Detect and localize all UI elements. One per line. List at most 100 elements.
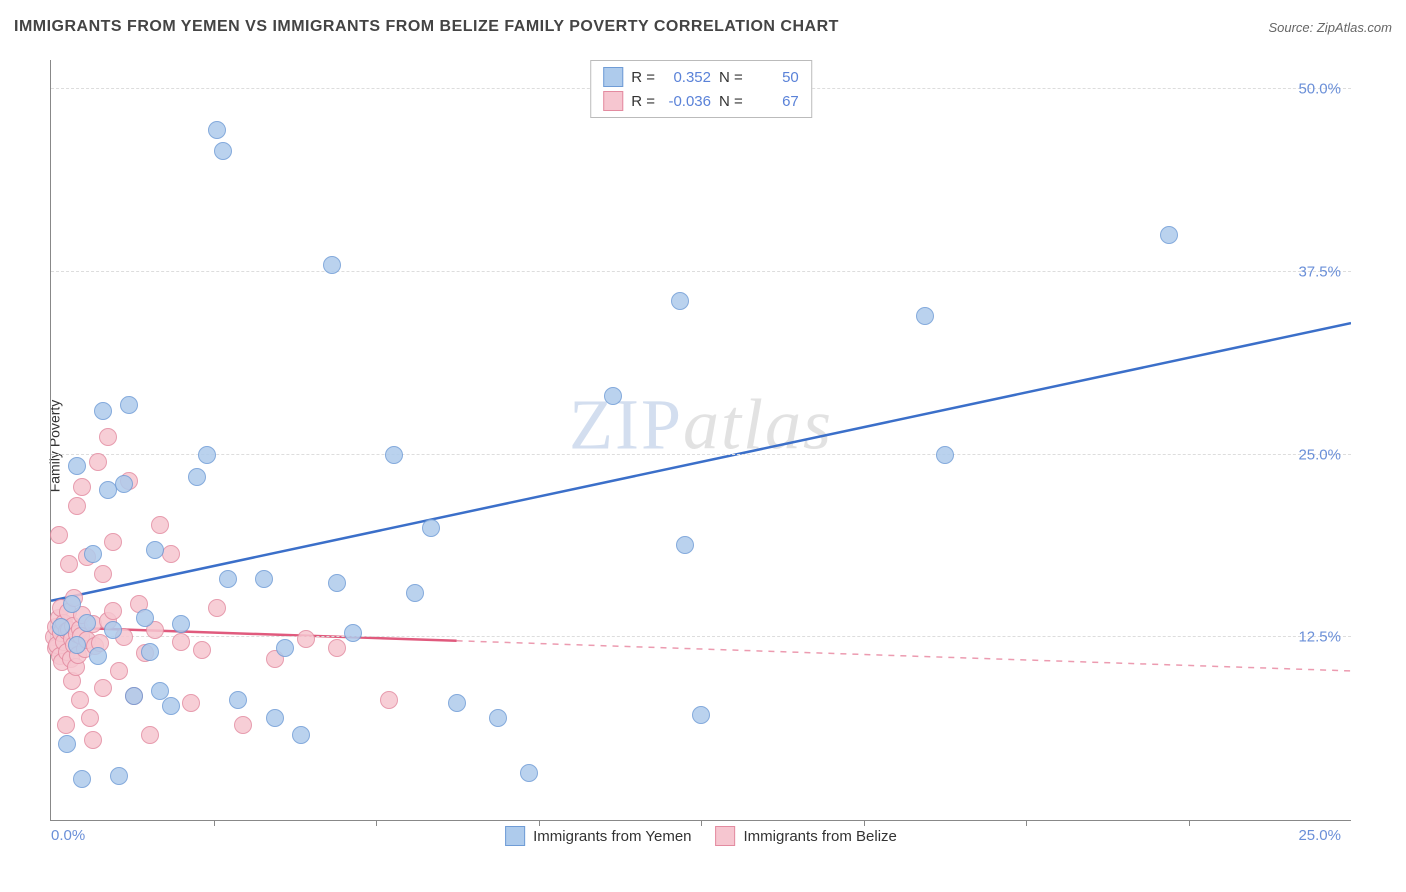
data-point bbox=[69, 646, 87, 664]
data-point bbox=[151, 516, 169, 534]
legend-label-belize: Immigrants from Belize bbox=[744, 828, 897, 845]
data-point bbox=[89, 647, 107, 665]
watermark: ZIPatlas bbox=[569, 383, 833, 466]
data-point bbox=[172, 615, 190, 633]
data-point bbox=[63, 672, 81, 690]
data-point bbox=[68, 497, 86, 515]
x-tick bbox=[864, 820, 865, 826]
data-point bbox=[276, 639, 294, 657]
data-point bbox=[292, 726, 310, 744]
data-point bbox=[115, 475, 133, 493]
legend-item-belize: Immigrants from Belize bbox=[716, 826, 897, 846]
data-point bbox=[76, 640, 94, 658]
data-point bbox=[130, 595, 148, 613]
data-point bbox=[47, 639, 65, 657]
data-point bbox=[162, 545, 180, 563]
data-point bbox=[422, 519, 440, 537]
data-point bbox=[94, 679, 112, 697]
data-point bbox=[141, 726, 159, 744]
legend-row-yemen: R = 0.352 N = 50 bbox=[603, 65, 799, 89]
title-bar: IMMIGRANTS FROM YEMEN VS IMMIGRANTS FROM… bbox=[14, 18, 1392, 36]
data-point bbox=[73, 770, 91, 788]
data-point bbox=[125, 687, 143, 705]
data-point bbox=[50, 526, 68, 544]
x-tick bbox=[539, 820, 540, 826]
r-label: R = bbox=[631, 69, 655, 86]
data-point bbox=[59, 603, 77, 621]
x-tick-min: 0.0% bbox=[51, 827, 85, 844]
data-point bbox=[48, 636, 66, 654]
data-point bbox=[73, 606, 91, 624]
n-value-yemen: 50 bbox=[751, 69, 799, 86]
data-point bbox=[146, 621, 164, 639]
data-point bbox=[67, 658, 85, 676]
data-point bbox=[58, 735, 76, 753]
gridline bbox=[51, 271, 1351, 272]
watermark-zip: ZIP bbox=[569, 384, 683, 464]
data-point bbox=[219, 570, 237, 588]
data-point bbox=[229, 691, 247, 709]
data-point bbox=[266, 709, 284, 727]
x-tick bbox=[1189, 820, 1190, 826]
data-point bbox=[60, 555, 78, 573]
gridline bbox=[51, 454, 1351, 455]
data-point bbox=[671, 292, 689, 310]
data-point bbox=[162, 697, 180, 715]
legend-swatch-yemen bbox=[603, 67, 623, 87]
data-point bbox=[64, 617, 82, 635]
y-tick-label: 50.0% bbox=[1298, 81, 1341, 98]
data-point bbox=[120, 472, 138, 490]
data-point bbox=[344, 624, 362, 642]
data-point bbox=[255, 570, 273, 588]
data-point bbox=[71, 620, 89, 638]
data-point bbox=[58, 643, 76, 661]
data-point bbox=[68, 625, 86, 643]
data-point bbox=[136, 644, 154, 662]
scatter-plot-area: ZIPatlas R = 0.352 N = 50 R = -0.036 N =… bbox=[50, 60, 1351, 821]
data-point bbox=[323, 256, 341, 274]
data-point bbox=[50, 609, 68, 627]
data-point bbox=[91, 634, 109, 652]
data-point bbox=[448, 694, 466, 712]
x-tick bbox=[376, 820, 377, 826]
data-point bbox=[328, 639, 346, 657]
data-point bbox=[51, 647, 69, 665]
data-point bbox=[52, 624, 70, 642]
data-point bbox=[55, 633, 73, 651]
x-tick bbox=[1026, 820, 1027, 826]
data-point bbox=[62, 650, 80, 668]
data-point bbox=[84, 545, 102, 563]
source-label: Source: bbox=[1268, 20, 1316, 35]
y-tick-label: 12.5% bbox=[1298, 629, 1341, 646]
data-point bbox=[151, 682, 169, 700]
y-tick-label: 37.5% bbox=[1298, 263, 1341, 280]
data-point bbox=[78, 548, 96, 566]
trend-lines-svg bbox=[51, 60, 1351, 820]
data-point bbox=[52, 618, 70, 636]
r-label: R = bbox=[631, 93, 655, 110]
trend-line-solid bbox=[51, 627, 457, 641]
legend-label-yemen: Immigrants from Yemen bbox=[533, 828, 691, 845]
data-point bbox=[182, 694, 200, 712]
trend-line-solid bbox=[51, 323, 1351, 601]
data-point bbox=[136, 609, 154, 627]
data-point bbox=[604, 387, 622, 405]
data-point bbox=[78, 614, 96, 632]
data-point bbox=[63, 595, 81, 613]
legend-swatch-yemen-icon bbox=[505, 826, 525, 846]
data-point bbox=[380, 691, 398, 709]
data-point bbox=[84, 731, 102, 749]
data-point bbox=[104, 533, 122, 551]
data-point bbox=[68, 636, 86, 654]
data-point bbox=[71, 691, 89, 709]
data-point bbox=[55, 614, 73, 632]
data-point bbox=[406, 584, 424, 602]
data-point bbox=[193, 641, 211, 659]
data-point bbox=[68, 457, 86, 475]
chart-title: IMMIGRANTS FROM YEMEN VS IMMIGRANTS FROM… bbox=[14, 18, 839, 36]
watermark-atlas: atlas bbox=[683, 384, 833, 464]
data-point bbox=[89, 453, 107, 471]
data-point bbox=[936, 446, 954, 464]
data-point bbox=[266, 650, 284, 668]
correlation-legend: R = 0.352 N = 50 R = -0.036 N = 67 bbox=[590, 60, 812, 118]
